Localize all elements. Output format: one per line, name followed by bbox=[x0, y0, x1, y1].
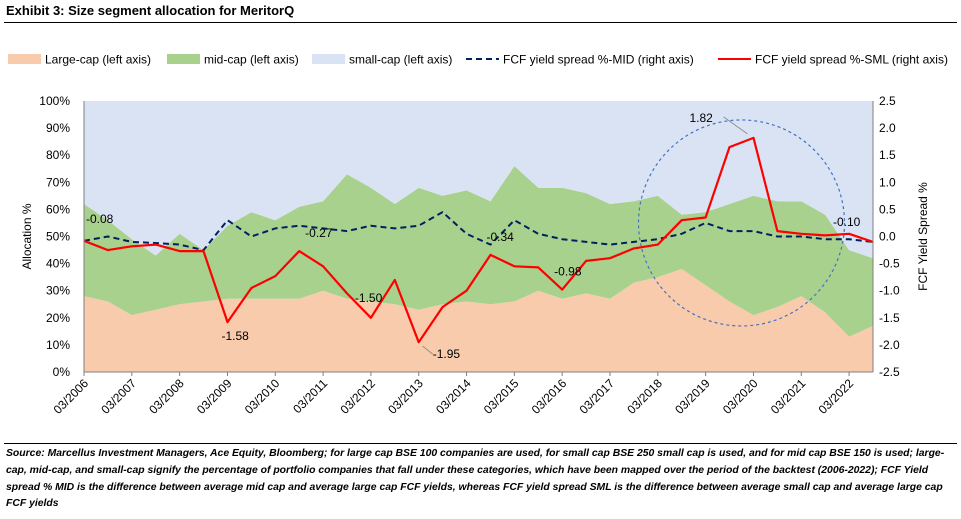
x-tick-label: 03/2019 bbox=[672, 376, 713, 417]
y-tick-label: 100% bbox=[39, 94, 70, 108]
x-tick-label: 03/2014 bbox=[433, 376, 474, 417]
exhibit-title: Exhibit 3: Size segment allocation for M… bbox=[6, 3, 295, 18]
line-series bbox=[83, 136, 874, 344]
y2-tick-label: -0.5 bbox=[879, 257, 900, 271]
x-tick-label: 03/2006 bbox=[51, 376, 92, 417]
legend-swatch bbox=[8, 54, 41, 64]
legend-label: FCF yield spread %-SML (right axis) bbox=[755, 53, 948, 67]
data-label-leader bbox=[422, 345, 433, 355]
y-tick-label: 0% bbox=[53, 365, 71, 379]
y2-tick-label: -2.0 bbox=[879, 338, 900, 352]
x-tick-label: 03/2015 bbox=[481, 376, 522, 417]
y2-tick-label: 2.5 bbox=[879, 94, 896, 108]
x-tick-label: 03/2017 bbox=[577, 376, 618, 417]
y-tick-label: 10% bbox=[46, 338, 70, 352]
x-tick-label: 03/2021 bbox=[768, 376, 809, 417]
legend-label: Large-cap (left axis) bbox=[45, 53, 151, 67]
y2-tick-label: -1.0 bbox=[879, 284, 900, 298]
y-tick-label: 60% bbox=[46, 202, 70, 216]
y2-tick-label: 1.0 bbox=[879, 175, 896, 189]
x-tick-label: 03/2008 bbox=[146, 376, 187, 417]
x-tick-label: 03/2022 bbox=[816, 376, 857, 417]
y2-tick-label: 0.0 bbox=[879, 230, 896, 244]
x-tick-label: 03/2016 bbox=[529, 376, 570, 417]
y-tick-label: 40% bbox=[46, 257, 70, 271]
area-series bbox=[84, 101, 873, 372]
legend-swatch bbox=[312, 54, 345, 64]
x-tick-label: 03/2018 bbox=[624, 376, 665, 417]
y2-tick-label: 2.0 bbox=[879, 121, 896, 135]
y-tick-label: 20% bbox=[46, 311, 70, 325]
x-tick-label: 03/2011 bbox=[290, 376, 330, 416]
source-note: Source: Marcellus Investment Managers, A… bbox=[6, 448, 945, 510]
y-tick-label: 50% bbox=[46, 230, 70, 244]
data-label: 1.82 bbox=[689, 111, 713, 125]
y2-axis-title: FCF Yield Spread % bbox=[916, 182, 930, 291]
data-label: -1.58 bbox=[221, 329, 249, 343]
legend-label: FCF yield spread %-MID (right axis) bbox=[503, 53, 694, 67]
data-label: -0.08 bbox=[86, 212, 114, 226]
legend-label: mid-cap (left axis) bbox=[204, 53, 299, 67]
x-tick-label: 03/2009 bbox=[194, 376, 235, 417]
y2-tick-label: -1.5 bbox=[879, 311, 900, 325]
legend-swatch bbox=[167, 54, 200, 64]
data-label: -0.10 bbox=[833, 215, 861, 229]
y-tick-label: 90% bbox=[46, 121, 70, 135]
y2-tick-label: 0.5 bbox=[879, 202, 896, 216]
data-label: -1.95 bbox=[433, 347, 461, 361]
area-large-cap bbox=[84, 269, 873, 372]
x-tick-label: 03/2020 bbox=[720, 376, 761, 417]
x-tick-label: 03/2012 bbox=[337, 376, 378, 417]
area-mid-cap bbox=[84, 166, 873, 337]
x-tick-label: 03/2007 bbox=[98, 376, 139, 417]
data-label: -0.98 bbox=[554, 265, 582, 279]
legend-label: small-cap (left axis) bbox=[349, 53, 452, 67]
title-rule bbox=[4, 22, 957, 23]
data-label: -1.50 bbox=[355, 291, 383, 305]
data-label: -0.34 bbox=[486, 230, 514, 244]
data-labels: -0.08 -1.58 -0.27 -1.50 -1.95 -0.34 -0.98 1.82 -… bbox=[86, 111, 861, 361]
chart-legend: Large-cap (left axis) mid-cap (left axis)… bbox=[8, 53, 948, 67]
data-label: -0.27 bbox=[305, 226, 333, 240]
line-fcf-spread-sml bbox=[83, 136, 874, 344]
x-tick-label: 03/2013 bbox=[385, 376, 426, 417]
y-tick-label: 70% bbox=[46, 175, 70, 189]
y2-tick-label: 1.5 bbox=[879, 148, 896, 162]
y-tick-label: 80% bbox=[46, 148, 70, 162]
area-small-cap bbox=[84, 101, 873, 259]
y-axis-title: Allocation % bbox=[20, 203, 34, 269]
line-fcf-spread-mid bbox=[83, 211, 874, 252]
y2-tick-label: -2.5 bbox=[879, 365, 900, 379]
x-tick-label: 03/2010 bbox=[242, 376, 283, 417]
data-label-leader bbox=[723, 116, 748, 135]
source-rule bbox=[4, 443, 957, 444]
y-tick-label: 30% bbox=[46, 284, 70, 298]
